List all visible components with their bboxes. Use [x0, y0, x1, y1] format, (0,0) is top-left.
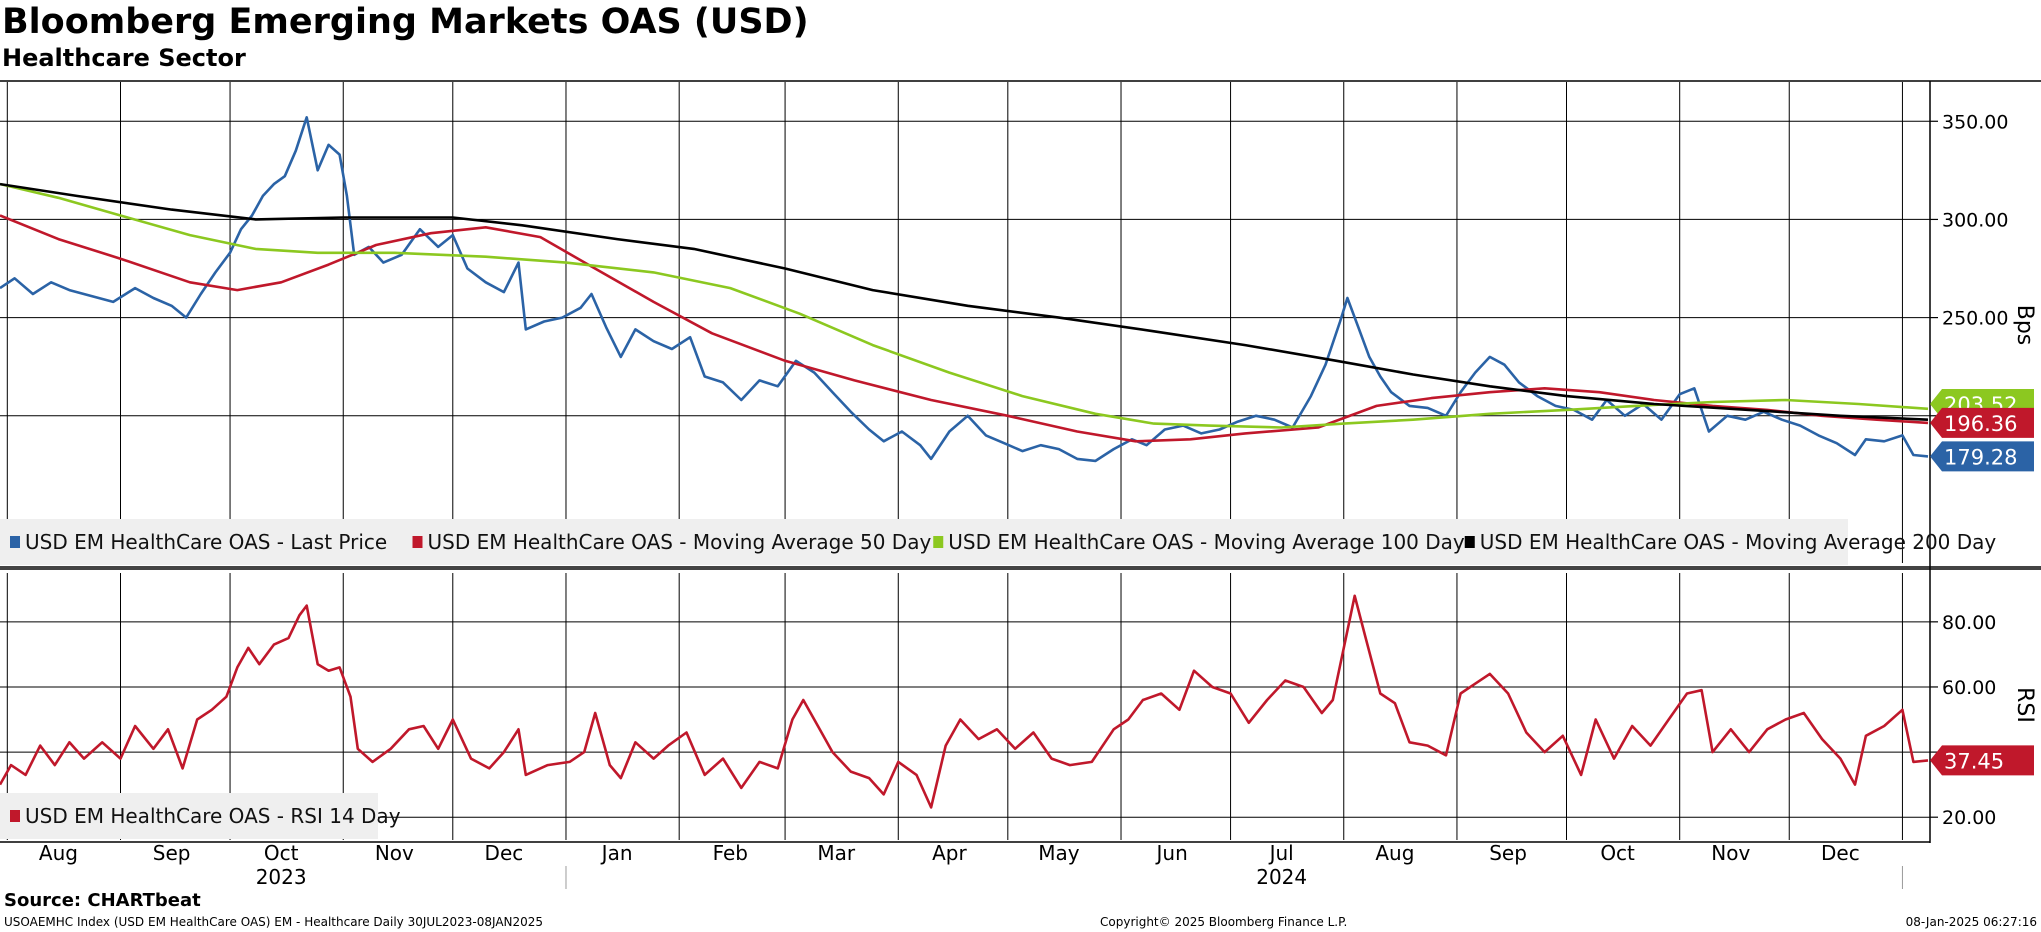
last-price-badge — [1930, 441, 2034, 472]
month-label: Jul — [1268, 841, 1294, 865]
month-label: Aug — [1375, 841, 1414, 865]
y-tick-label: 60.00 — [1942, 677, 1996, 699]
rsi-line — [0, 594, 1929, 809]
legend-swatch — [1464, 536, 1475, 548]
year-label: 2023 — [256, 865, 307, 889]
ma200-line — [0, 182, 1929, 421]
rsi-last-badge-text: 37.45 — [1944, 749, 2004, 773]
pane-divider — [0, 566, 2041, 570]
legend-swatch — [10, 536, 20, 548]
last-price-line — [0, 116, 1929, 463]
legend-label: USD EM HealthCare OAS - Moving Average 1… — [948, 530, 1465, 554]
legend-swatch — [933, 536, 944, 548]
y-tick-label: 250.00 — [1942, 308, 2008, 330]
price-axis-label: Bps — [2012, 305, 2037, 346]
month-label: Sep — [153, 841, 191, 865]
legend-label: USD EM HealthCare OAS - Last Price — [25, 530, 387, 554]
month-label: Oct — [264, 841, 299, 865]
y-tick-label: 20.00 — [1942, 807, 1996, 829]
footer-timestamp: 08-Jan-2025 06:27:16 — [1905, 915, 2037, 929]
y-tick-label: 300.00 — [1942, 209, 2008, 231]
chart-title: Bloomberg Emerging Markets OAS (USD) — [2, 2, 809, 42]
footer-copyright: Copyright© 2025 Bloomberg Finance L.P. — [1100, 915, 1348, 929]
month-label: Aug — [39, 841, 78, 865]
legend-swatch — [412, 536, 423, 548]
year-label: 2024 — [1256, 865, 1307, 889]
month-label: Oct — [1600, 841, 1635, 865]
rsi-last-badge — [1930, 745, 2034, 776]
ma50-last-badge-text: 196.36 — [1944, 412, 2017, 436]
month-label: Jun — [1155, 841, 1188, 865]
month-label: Jan — [600, 841, 633, 865]
rsi-legend-box — [0, 793, 378, 839]
month-label: Sep — [1489, 841, 1527, 865]
ma50-line — [0, 214, 1929, 443]
rsi-axis-label: RSI — [2012, 687, 2037, 723]
last-price-badge-text: 179.28 — [1944, 445, 2017, 469]
month-label: Feb — [713, 841, 748, 865]
ma100-line — [0, 182, 1929, 429]
month-label: Nov — [375, 841, 414, 865]
month-label: Mar — [817, 841, 856, 865]
y-tick-label: 350.00 — [1942, 111, 2008, 133]
month-label: Apr — [932, 841, 967, 865]
legend-swatch — [10, 810, 20, 822]
footer-index-info: USOAEMHC Index (USD EM HealthCare OAS) E… — [4, 915, 544, 929]
month-label: Nov — [1711, 841, 1750, 865]
legend-label: USD EM HealthCare OAS - Moving Average 2… — [1480, 530, 1997, 554]
legend-label: USD EM HealthCare OAS - RSI 14 Day — [25, 804, 401, 828]
y-tick-label: 80.00 — [1942, 612, 1996, 634]
month-label: Dec — [1821, 841, 1860, 865]
month-label: May — [1038, 841, 1080, 865]
price-legend-box — [0, 519, 1848, 565]
month-label: Dec — [485, 841, 524, 865]
source-note: Source: CHARTbeat — [4, 890, 201, 911]
chart-subtitle: Healthcare Sector — [2, 44, 246, 72]
ma50-last-badge — [1930, 407, 2034, 438]
legend-label: USD EM HealthCare OAS - Moving Average 5… — [428, 530, 932, 554]
